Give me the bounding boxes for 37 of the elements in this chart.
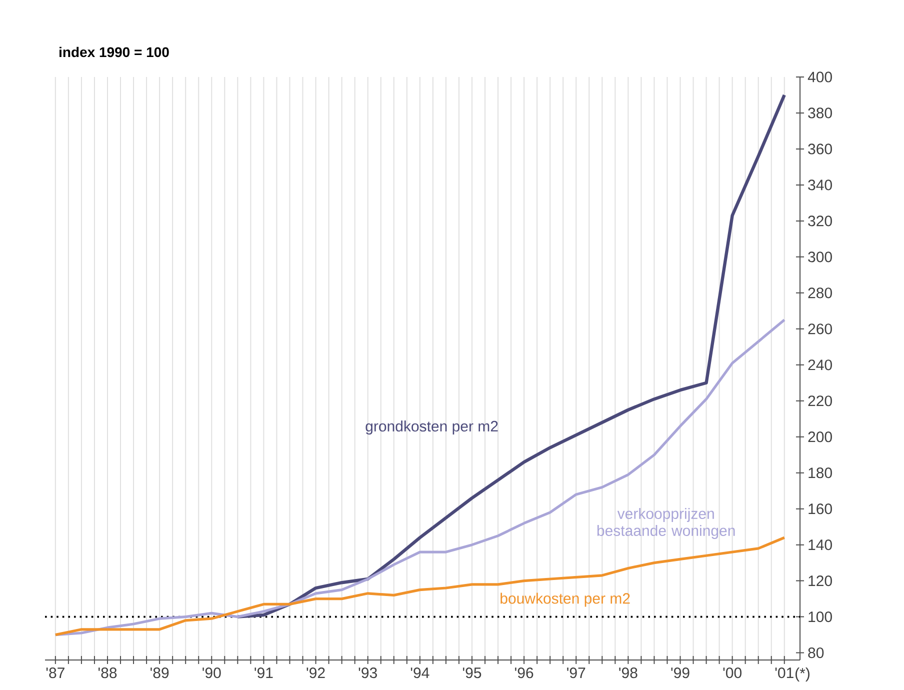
x-tick-label: '99 — [671, 668, 690, 678]
y-tick-label: 280 — [808, 288, 832, 298]
y-tick-label: 120 — [808, 576, 832, 586]
y-tick-label: 100 — [808, 611, 832, 622]
chart-title: index 1990 = 100 — [60, 46, 169, 58]
x-tick-label: '88 — [98, 668, 117, 678]
y-tick-label: 320 — [808, 216, 832, 226]
x-tick-label: '94 — [410, 668, 430, 678]
y-tick-label: 180 — [808, 468, 832, 478]
x-tick-label: '87 — [46, 668, 64, 678]
x-tick-label: '92 — [306, 668, 325, 678]
y-tick-label: 300 — [808, 252, 832, 262]
y-tick-label: 200 — [808, 432, 832, 442]
x-tick-label: '89 — [150, 668, 169, 678]
x-tick-label: '01 — [775, 668, 794, 678]
series-label: bouwkosten per m2 — [500, 592, 630, 607]
y-tick-label: 380 — [808, 108, 832, 118]
text: grondkosten per m2 — [366, 420, 498, 435]
y-tick-label: 360 — [808, 144, 832, 154]
y-tick-label: 240 — [808, 360, 832, 370]
series-label: verkoopprijzen bestaande woningen — [597, 508, 735, 539]
x-tick-label: '91 — [254, 668, 273, 678]
y-tick-label: 260 — [808, 324, 832, 334]
y-tick-label: 400 — [808, 72, 832, 82]
x-tick-label: '00 — [723, 668, 742, 678]
x-tick-label: '96 — [515, 668, 534, 678]
y-tick-label: 220 — [808, 396, 832, 406]
y-tick-label: 160 — [808, 504, 832, 514]
x-tick-label: '97 — [567, 668, 586, 678]
y-tick-label: 340 — [808, 180, 832, 190]
x-tick-label: '90 — [202, 668, 221, 678]
y-tick-label: 140 — [808, 540, 832, 550]
text: (*) — [796, 668, 810, 682]
y-tick-label: 80 — [808, 647, 824, 658]
x-tick-label: '95 — [462, 668, 482, 678]
x-tick-label: '98 — [619, 668, 638, 678]
x-tick-label: '93 — [358, 668, 377, 678]
